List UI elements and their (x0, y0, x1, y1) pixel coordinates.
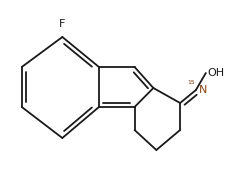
Text: OH: OH (208, 68, 225, 78)
Text: N: N (199, 85, 207, 95)
Text: F: F (59, 19, 65, 29)
Text: 15: 15 (187, 80, 195, 85)
